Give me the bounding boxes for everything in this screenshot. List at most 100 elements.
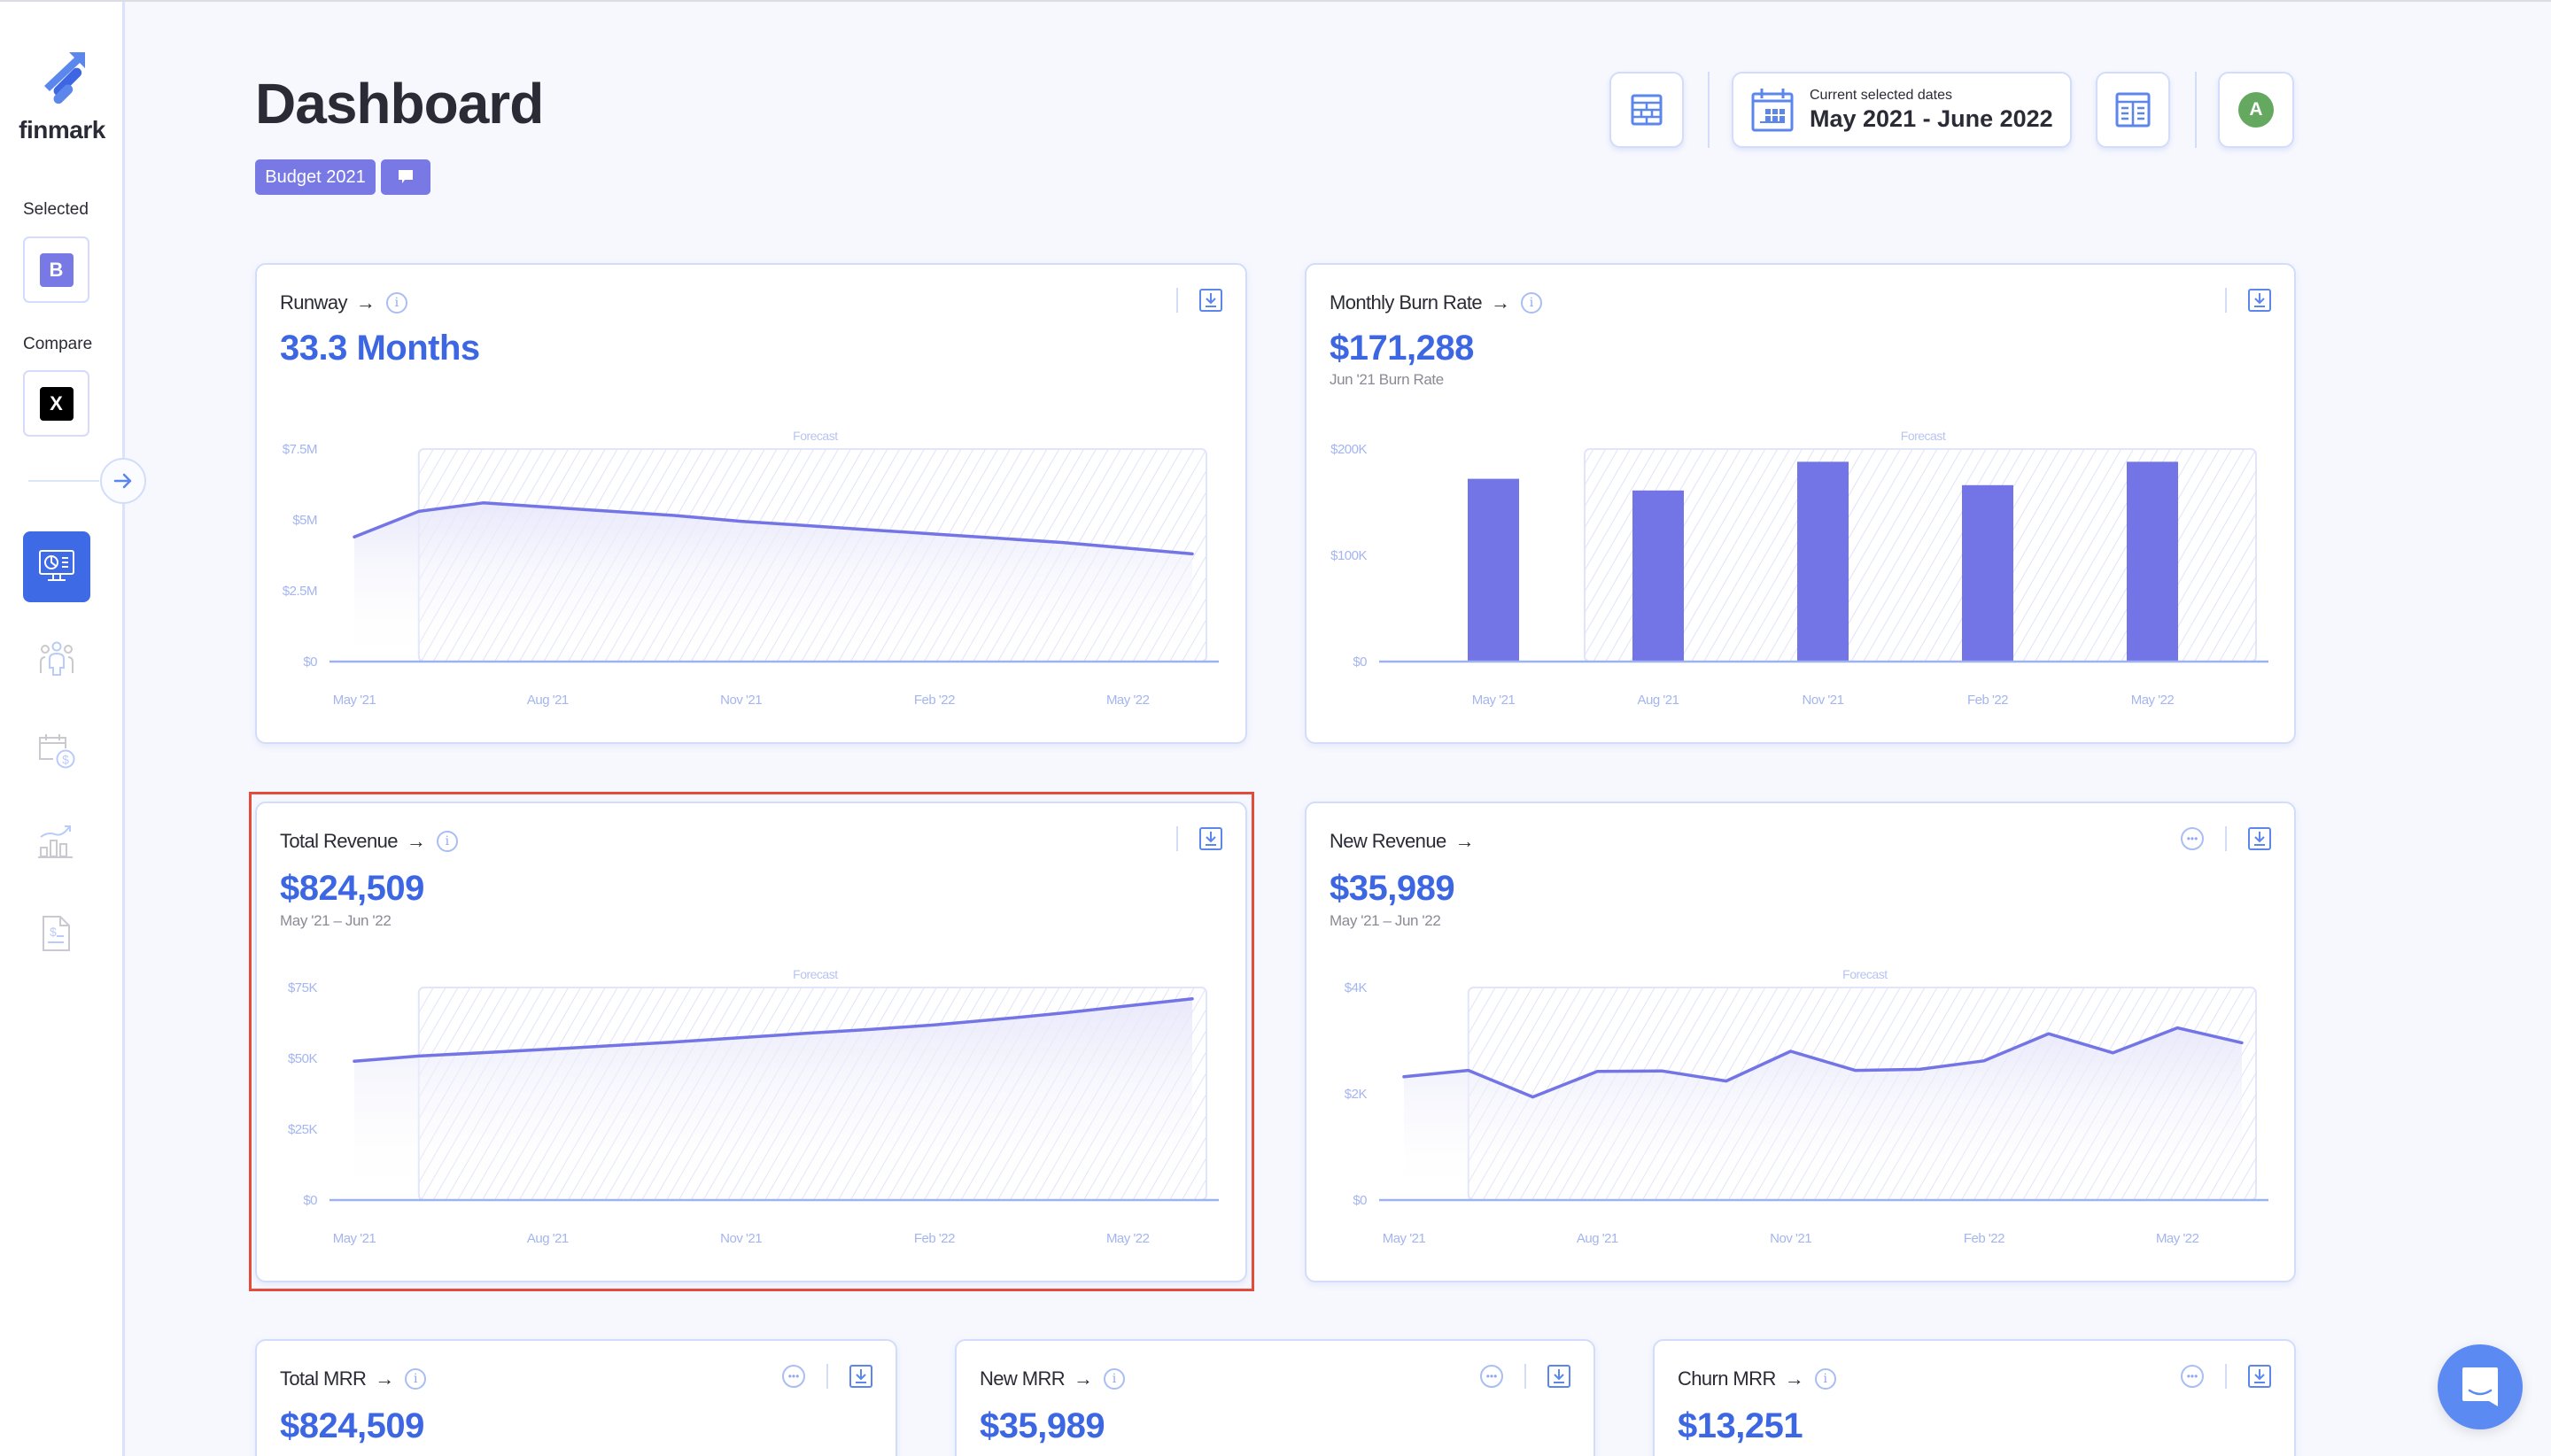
actions-divider <box>1176 288 1178 313</box>
arrow-right-icon[interactable]: → <box>355 291 376 314</box>
y-tick-label: $25K <box>288 1122 318 1137</box>
brand-name: finmark <box>19 116 105 143</box>
more-options-icon[interactable]: ••• <box>1480 1365 1503 1388</box>
runway-chart: $0 $2.5M $5M $7.5M Forecast May '21 Aug '21 Nov… <box>283 429 1219 708</box>
report-view-button[interactable] <box>2096 72 2170 148</box>
arrow-right-icon[interactable]: → <box>375 1367 395 1390</box>
y-tick-label: $0 <box>1353 654 1367 670</box>
card-title-link[interactable]: New Revenue <box>1330 830 1446 852</box>
x-tick-label: May '21 <box>333 1231 376 1246</box>
arrow-right-icon[interactable]: → <box>1784 1367 1804 1390</box>
churn-mrr-value: $13,251 <box>1678 1406 1803 1445</box>
selected-scenario-button[interactable]: B <box>23 236 89 303</box>
info-icon[interactable]: i <box>1521 292 1542 314</box>
card-title-link[interactable]: Total MRR <box>280 1367 367 1390</box>
chat-bubble-icon <box>2462 1367 2498 1406</box>
support-chat-button[interactable] <box>2438 1344 2523 1429</box>
card-title-link[interactable]: Runway <box>280 291 347 314</box>
date-range-caption: Current selected dates <box>1810 87 1952 103</box>
total-revenue-subtitle: May '21 – Jun '22 <box>280 912 392 929</box>
page-title: Dashboard <box>255 72 544 136</box>
download-icon[interactable] <box>1199 827 1222 850</box>
y-tick-label: $5M <box>292 513 317 528</box>
header-divider <box>1708 72 1710 148</box>
sidebar-collapse-toggle[interactable] <box>100 458 146 504</box>
series-line <box>353 997 1194 1063</box>
more-options-icon[interactable]: ••• <box>782 1365 805 1388</box>
more-options-icon[interactable]: ••• <box>2181 1365 2204 1388</box>
runway-value: 33.3 Months <box>280 329 480 368</box>
card-title-link[interactable]: Monthly Burn Rate <box>1330 291 1483 314</box>
y-tick-label: $200K <box>1330 442 1367 457</box>
forecast-label: Forecast <box>1901 429 1946 443</box>
burn-rate-card: Monthly Burn Rate → i $171,288 Jun '21 B… <box>1305 263 2296 744</box>
sidebar-item-dashboard[interactable] <box>23 531 90 602</box>
x-tick-label: May '21 <box>1472 693 1516 708</box>
finmark-logo-icon <box>44 52 85 105</box>
user-menu-button[interactable]: A <box>2218 72 2294 148</box>
sidebar-item-reports[interactable] <box>23 806 90 877</box>
actions-divider <box>1176 826 1178 851</box>
total-revenue-value: $824,509 <box>280 869 424 908</box>
forecast-label: Forecast <box>1842 967 1888 981</box>
y-tick-label: $75K <box>288 980 318 995</box>
burn-rate-subtitle: Jun '21 Burn Rate <box>1330 371 1444 388</box>
compare-scenario-button[interactable]: X <box>23 370 89 437</box>
scenario-tag-button[interactable]: Budget 2021 <box>255 159 376 195</box>
header-divider <box>2195 72 2197 148</box>
download-icon[interactable] <box>2248 289 2271 312</box>
info-icon[interactable]: i <box>385 292 407 314</box>
x-tick-label: Nov '21 <box>720 1231 762 1246</box>
sidebar: finmark Selected B Compare X <box>0 2 125 1456</box>
monitor-dashboard-icon <box>39 550 74 581</box>
sidebar-item-team[interactable] <box>23 624 90 695</box>
calendar-dollar-icon: $ <box>39 734 75 769</box>
download-icon[interactable] <box>1547 1365 1570 1388</box>
bar <box>1632 490 1684 662</box>
svg-text:$: $ <box>62 753 69 767</box>
selected-scenario-chip: B <box>39 252 74 287</box>
card-title-link[interactable]: New MRR <box>980 1367 1066 1390</box>
avatar: A <box>2238 92 2274 128</box>
burn-rate-chart: $0 $100K $200K Forecast May '21 Aug '21 Nov '2… <box>1330 429 2268 708</box>
card-title-link[interactable]: Churn MRR <box>1678 1367 1776 1390</box>
info-icon[interactable]: i <box>1104 1368 1126 1390</box>
info-icon[interactable]: i <box>405 1368 427 1390</box>
x-tick-label: Feb '22 <box>914 1231 955 1246</box>
download-icon[interactable] <box>2248 827 2271 850</box>
y-tick-label: $2K <box>1345 1087 1368 1102</box>
more-options-icon[interactable]: ••• <box>2181 827 2204 850</box>
total-mrr-card: Total MRR → i ••• $824,509 <box>255 1339 897 1456</box>
x-tick-label: Nov '21 <box>1770 1231 1811 1246</box>
y-tick-label: $0 <box>303 654 317 670</box>
x-tick-label: Aug '21 <box>527 1231 569 1246</box>
info-icon[interactable]: i <box>436 831 458 852</box>
actions-divider <box>2225 288 2227 313</box>
y-tick-label: $0 <box>303 1193 317 1208</box>
info-icon[interactable]: i <box>1814 1368 1836 1390</box>
comments-button[interactable] <box>381 159 430 195</box>
x-tick-label: May '21 <box>1383 1231 1426 1246</box>
new-revenue-chart: $0 $2K $4K Forecast May '21 Aug '21 Nov '21 Feb… <box>1345 967 2268 1246</box>
card-title-link[interactable]: Total Revenue <box>280 830 398 852</box>
arrow-right-icon[interactable]: → <box>1074 1367 1094 1390</box>
table-view-button[interactable] <box>1609 72 1684 148</box>
y-tick-label: $100K <box>1330 548 1367 563</box>
spreadsheet-icon <box>2115 92 2151 128</box>
download-icon[interactable] <box>2248 1365 2271 1388</box>
date-range-value: May 2021 - June 2022 <box>1810 105 2053 132</box>
arrow-right-icon[interactable]: → <box>1454 830 1475 852</box>
date-range-picker[interactable]: Current selected dates May 2021 - June 2… <box>1732 72 2072 148</box>
download-icon[interactable] <box>1199 289 1222 312</box>
document-dollar-icon: $ <box>43 916 70 951</box>
download-icon[interactable] <box>849 1365 872 1388</box>
finmark-logo[interactable]: finmark <box>12 50 112 144</box>
sidebar-item-expenses[interactable]: $ <box>23 716 90 786</box>
actions-divider <box>826 1364 828 1389</box>
arrow-right-icon[interactable]: → <box>406 830 426 852</box>
forecast-label: Forecast <box>793 967 838 981</box>
x-tick-label: May '22 <box>1106 693 1150 708</box>
sidebar-item-invoices[interactable]: $ <box>23 898 90 969</box>
arrow-right-icon[interactable]: → <box>1491 291 1510 314</box>
bar <box>2127 461 2178 662</box>
